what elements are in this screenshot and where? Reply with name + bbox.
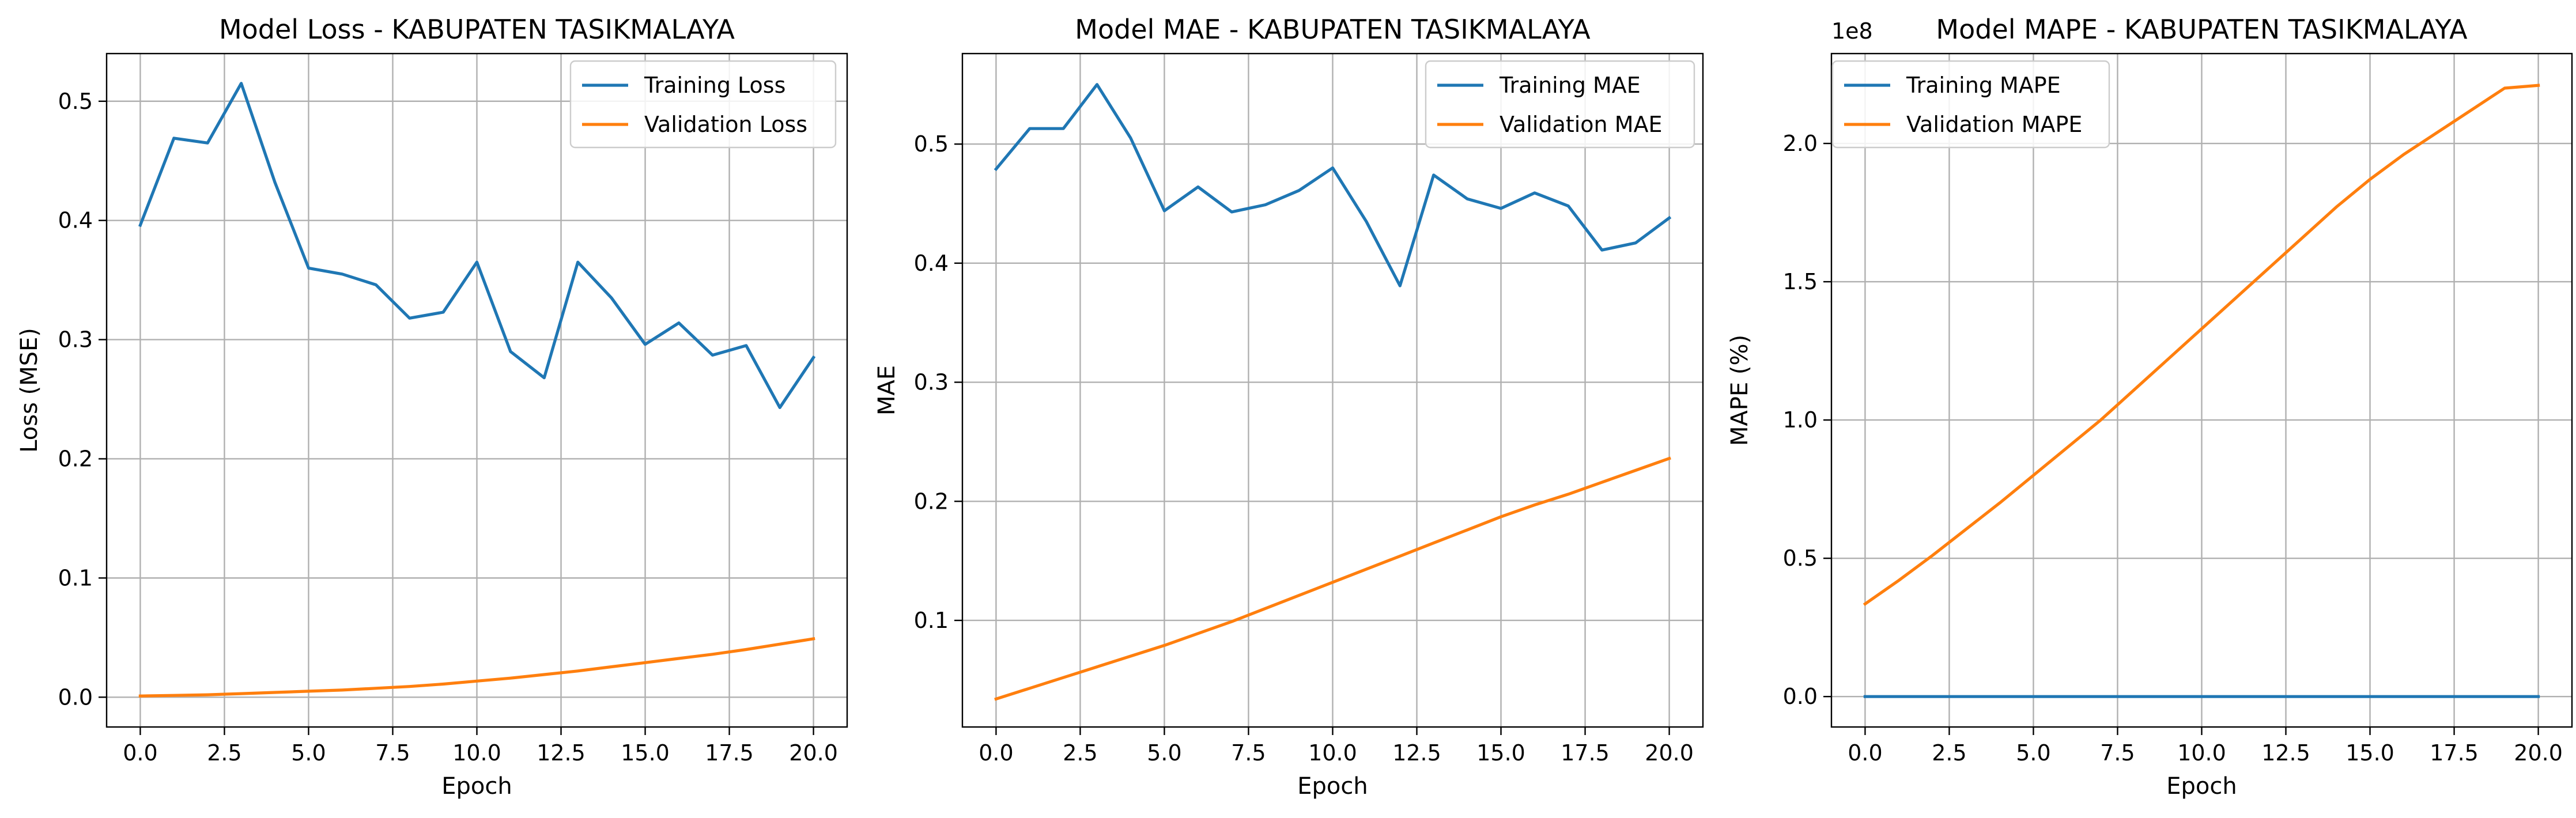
x-tick-label: 5.0 <box>2016 740 2050 766</box>
x-tick-label: 12.5 <box>1392 740 1441 766</box>
legend: Training MAPE Validation MAPE <box>1831 60 2110 149</box>
y-tick-label: 0.4 <box>914 251 949 276</box>
legend-label: Training MAE <box>1499 73 1641 98</box>
y-tick-label: 0.0 <box>1783 684 1818 709</box>
x-tick-label: 17.5 <box>2430 740 2479 766</box>
y-tick-label: 0.5 <box>914 131 949 157</box>
plot-frame <box>1830 52 2573 728</box>
x-tick-label: 15.0 <box>2345 740 2394 766</box>
series-line-validation-loss <box>138 637 815 698</box>
x-tick-label: 10.0 <box>452 740 501 766</box>
legend: Training MAE Validation MAE <box>1425 60 1695 149</box>
y-tick-label: 0.3 <box>58 327 93 353</box>
chart-title: Model MAE - KABUPATEN TASIKMALAYA <box>1075 14 1591 45</box>
x-tick-label: 5.0 <box>1147 740 1181 766</box>
y-axis-label: MAE <box>874 365 900 415</box>
x-tick-label: 20.0 <box>789 740 838 766</box>
x-tick-label: 12.5 <box>2261 740 2310 766</box>
y-tick-label: 0.5 <box>1783 546 1818 571</box>
x-tick-label: 10.0 <box>2177 740 2226 766</box>
x-tick-label: 7.5 <box>1231 740 1266 766</box>
x-tick-label: 12.5 <box>537 740 586 766</box>
legend-box <box>1425 60 1695 149</box>
chart-panel-3: 0.0 2.5 5.0 7.5 10.0 12.5 15.0 17.5 20.0 0.0 0.5 1.… <box>1727 14 2573 800</box>
y-tick-label: 1.5 <box>1783 269 1818 294</box>
x-tick-label: 20.0 <box>1645 740 1694 766</box>
legend-box <box>1831 60 2110 149</box>
x-tick-label: 2.5 <box>1932 740 1966 766</box>
legend-box <box>569 60 837 149</box>
x-tick-label: 15.0 <box>1476 740 1525 766</box>
x-tick-label: 7.5 <box>2100 740 2135 766</box>
x-tick-label: 5.0 <box>291 740 326 766</box>
x-tick-label: 15.0 <box>621 740 670 766</box>
y-tick-label: 0.5 <box>58 89 93 114</box>
series-line-training-mae <box>994 83 1672 287</box>
y-tick-label: 0.2 <box>914 488 949 514</box>
x-axis-label: Epoch <box>2166 773 2237 800</box>
x-tick-label: 2.5 <box>1063 740 1097 766</box>
x-axis-label: Epoch <box>1297 773 1368 800</box>
x-tick-label: 0.0 <box>123 740 157 766</box>
plot-frame <box>105 52 848 728</box>
legend-label: Training MAPE <box>1906 73 2061 98</box>
y-tick-label: 0.1 <box>914 608 949 633</box>
x-tick-label: 0.0 <box>979 740 1013 766</box>
y-axis-label: MAPE (%) <box>1727 335 1753 446</box>
x-tick-label: 0.0 <box>1848 740 1882 766</box>
y-tick-label: 0.2 <box>58 446 93 471</box>
chart-title: Model Loss - KABUPATEN TASIKMALAYA <box>219 14 735 45</box>
y-tick-label: 0.0 <box>58 684 93 710</box>
y-tick-label: 0.4 <box>58 208 93 233</box>
x-tick-label: 20.0 <box>2514 740 2563 766</box>
y-offset-label: 1e8 <box>1831 18 1873 44</box>
chart-title: Model MAPE - KABUPATEN TASIKMALAYA <box>1936 14 2468 45</box>
y-axis-label: Loss (MSE) <box>16 328 43 453</box>
plot-frame <box>961 52 1704 728</box>
legend-label: Training Loss <box>644 73 785 98</box>
y-tick-label: 2.0 <box>1783 131 1818 156</box>
chart-panel-2: 0.0 2.5 5.0 7.5 10.0 12.5 15.0 17.5 20.0 0.1 0.2 0.… <box>874 14 1704 800</box>
x-tick-label: 17.5 <box>1561 740 1610 766</box>
x-tick-label: 10.0 <box>1308 740 1357 766</box>
legend-label: Validation MAPE <box>1906 112 2082 137</box>
x-tick-label: 17.5 <box>705 740 754 766</box>
series-line-validation-mape <box>1863 84 2540 607</box>
y-tick-label: 1.0 <box>1783 407 1818 433</box>
x-axis-label: Epoch <box>441 773 512 800</box>
x-tick-label: 7.5 <box>375 740 410 766</box>
legend-label: Validation Loss <box>644 112 807 137</box>
x-tick-label: 2.5 <box>207 740 241 766</box>
series-line-training-loss <box>138 82 816 410</box>
y-tick-label: 0.3 <box>914 370 949 395</box>
chart-panel-1: 0.0 2.5 5.0 7.5 10.0 12.5 15.0 17.5 20.0 0.0 0.1 0.… <box>16 14 848 800</box>
legend: Training Loss Validation Loss <box>569 60 837 149</box>
legend-label: Validation MAE <box>1499 112 1663 137</box>
series-line-validation-mae <box>994 456 1671 701</box>
y-tick-label: 0.1 <box>58 565 93 590</box>
